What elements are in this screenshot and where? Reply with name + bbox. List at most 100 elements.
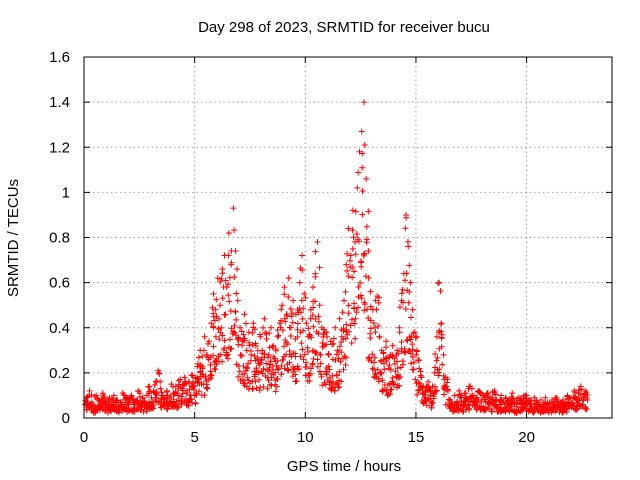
data-point: [274, 327, 281, 334]
data-point: [266, 330, 273, 337]
data-point: [423, 402, 430, 409]
data-point: [369, 365, 376, 372]
data-point: [370, 359, 377, 366]
data-point: [383, 387, 390, 394]
data-point: [505, 397, 512, 404]
data-point: [559, 399, 566, 406]
data-point: [178, 393, 185, 400]
data-point: [218, 275, 225, 282]
data-point: [238, 328, 245, 335]
data-point: [314, 363, 321, 370]
y-tick-label: 0: [62, 410, 70, 427]
data-point: [260, 324, 267, 331]
data-point: [466, 405, 473, 412]
data-point: [358, 128, 365, 135]
data-point: [340, 328, 347, 335]
data-point: [89, 401, 96, 408]
data-point: [390, 381, 397, 388]
data-point: [263, 336, 270, 343]
data-point: [344, 250, 351, 257]
data-point: [267, 324, 274, 331]
data-point: [114, 397, 121, 404]
data-point: [294, 320, 301, 327]
data-point: [224, 351, 231, 358]
data-point: [263, 360, 270, 367]
data-point: [436, 366, 443, 373]
data-point: [386, 362, 393, 369]
data-point: [439, 361, 446, 368]
data-point: [267, 381, 274, 388]
data-point: [210, 290, 217, 297]
data-point: [333, 380, 340, 387]
data-point: [275, 332, 282, 339]
data-point: [380, 350, 387, 357]
data-point: [365, 208, 372, 215]
data-point: [367, 303, 374, 310]
data-point: [219, 358, 226, 365]
data-point: [194, 363, 201, 370]
data-point: [437, 287, 444, 294]
data-point: [252, 342, 259, 349]
data-point: [230, 328, 237, 335]
data-point: [265, 377, 272, 384]
data-point: [381, 366, 388, 373]
data-point: [210, 323, 217, 330]
data-point: [298, 340, 305, 347]
data-point: [157, 378, 164, 385]
data-point: [268, 382, 275, 389]
data-point: [428, 402, 435, 409]
data-point: [175, 385, 182, 392]
data-point: [392, 368, 399, 375]
data-point: [261, 315, 268, 322]
data-point: [403, 270, 410, 277]
data-point: [372, 329, 379, 336]
data-point: [167, 392, 174, 399]
data-point: [347, 257, 354, 264]
data-point: [343, 261, 350, 268]
data-point: [208, 375, 215, 382]
data-point: [366, 354, 373, 361]
data-point: [543, 406, 550, 413]
data-point: [271, 355, 278, 362]
data-point: [352, 315, 359, 322]
data-point: [215, 325, 222, 332]
data-point: [323, 333, 330, 340]
data-point: [226, 336, 233, 343]
data-point: [245, 377, 252, 384]
data-point: [582, 404, 589, 411]
data-point: [564, 396, 571, 403]
data-point: [292, 371, 299, 378]
data-point: [312, 315, 319, 322]
data-point: [298, 252, 305, 259]
data-point: [384, 392, 391, 399]
data-point: [294, 363, 301, 370]
data-point: [189, 372, 196, 379]
data-point: [432, 350, 439, 357]
data-point: [253, 365, 260, 372]
data-point: [188, 396, 195, 403]
data-point: [413, 351, 420, 358]
data-point: [482, 406, 489, 413]
data-point: [385, 365, 392, 372]
data-point: [146, 383, 153, 390]
data-point: [348, 316, 355, 323]
data-point: [223, 352, 230, 359]
data-point: [181, 374, 188, 381]
data-point: [270, 342, 277, 349]
data-point: [313, 349, 320, 356]
data-point: [314, 239, 321, 246]
data-point: [367, 288, 374, 295]
data-point: [402, 349, 409, 356]
data-point: [345, 273, 352, 280]
data-point: [225, 252, 232, 259]
data-point: [219, 270, 226, 277]
data-point: [257, 333, 264, 340]
data-point: [91, 409, 98, 416]
data-point: [347, 252, 354, 259]
data-point: [276, 320, 283, 327]
data-point: [312, 298, 319, 305]
data-point: [438, 328, 445, 335]
data-point: [228, 259, 235, 266]
y-tick-label: 0.4: [49, 320, 70, 337]
